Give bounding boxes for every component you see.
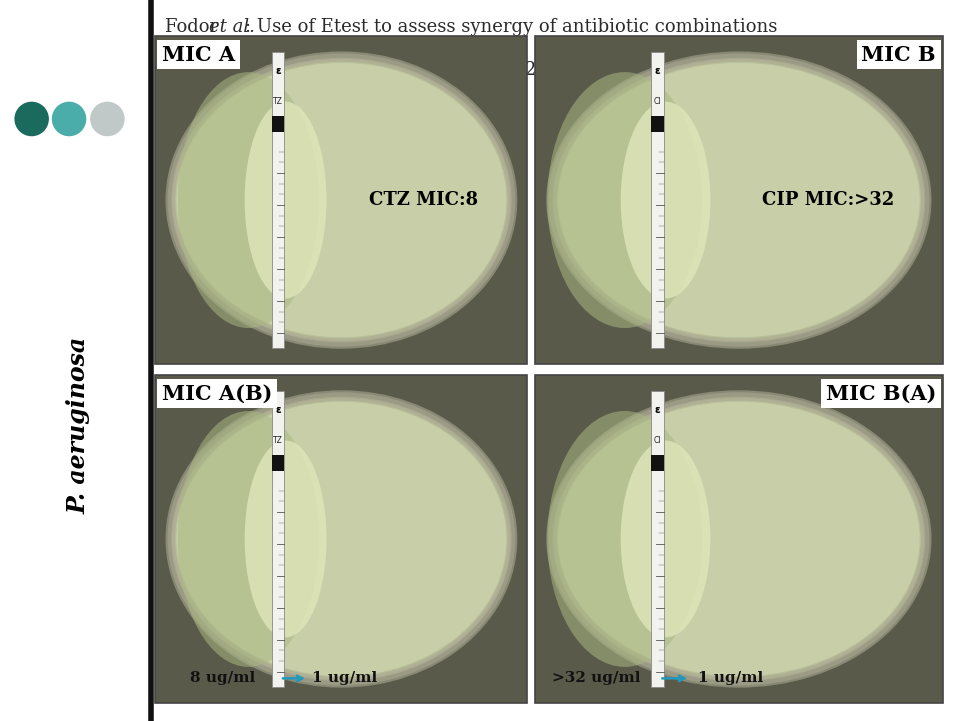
Text: CI: CI (654, 97, 661, 107)
FancyBboxPatch shape (651, 53, 664, 348)
FancyBboxPatch shape (651, 455, 664, 471)
Text: 1 ug/ml: 1 ug/ml (313, 671, 378, 686)
FancyBboxPatch shape (155, 36, 527, 364)
Ellipse shape (172, 397, 511, 681)
FancyBboxPatch shape (272, 392, 284, 686)
Text: : Use of Etest to assess synergy of antibiotic combinations: : Use of Etest to assess synergy of anti… (245, 18, 777, 36)
FancyBboxPatch shape (535, 375, 943, 703)
Text: ε: ε (655, 66, 660, 76)
Ellipse shape (172, 58, 511, 342)
Text: CTZ MIC:8: CTZ MIC:8 (368, 191, 478, 209)
Ellipse shape (548, 72, 702, 328)
Text: MIC B(A): MIC B(A) (826, 384, 936, 404)
Text: TZ: TZ (273, 436, 283, 446)
Text: againts clinical isolates of: againts clinical isolates of (165, 61, 408, 79)
Text: TZ: TZ (273, 97, 283, 107)
Ellipse shape (548, 411, 702, 667)
Text: ε: ε (275, 66, 281, 76)
Text: ε: ε (655, 405, 660, 415)
Ellipse shape (175, 62, 507, 338)
Ellipse shape (557, 401, 921, 677)
Text: MIC A: MIC A (162, 45, 235, 65)
Text: Fodor: Fodor (165, 18, 223, 36)
Ellipse shape (548, 53, 930, 348)
Ellipse shape (167, 53, 516, 348)
Text: ε: ε (275, 405, 281, 415)
FancyBboxPatch shape (272, 455, 284, 471)
FancyBboxPatch shape (651, 116, 664, 132)
Ellipse shape (620, 441, 711, 637)
FancyBboxPatch shape (272, 116, 284, 132)
Ellipse shape (177, 411, 319, 667)
Ellipse shape (245, 441, 326, 637)
Ellipse shape (557, 62, 921, 338)
Ellipse shape (167, 392, 516, 686)
FancyBboxPatch shape (272, 53, 284, 348)
Text: CI: CI (654, 436, 661, 446)
Ellipse shape (553, 397, 924, 681)
Text: MIC A(B): MIC A(B) (162, 384, 272, 404)
Ellipse shape (90, 102, 125, 136)
Ellipse shape (14, 102, 49, 136)
FancyBboxPatch shape (651, 392, 664, 686)
Ellipse shape (620, 102, 711, 298)
Text: MIC B: MIC B (861, 45, 936, 65)
Text: et al.: et al. (209, 18, 255, 36)
Text: 8 ug/ml: 8 ug/ml (190, 671, 255, 686)
Ellipse shape (548, 392, 930, 686)
Ellipse shape (245, 102, 326, 298)
FancyBboxPatch shape (155, 375, 527, 703)
Ellipse shape (553, 58, 924, 342)
Text: CIP MIC:>32: CIP MIC:>32 (762, 191, 895, 209)
Text: P. aeruginosa: P. aeruginosa (359, 61, 480, 79)
Text: .   IJAA 2005: . IJAA 2005 (450, 61, 571, 79)
Ellipse shape (177, 72, 319, 328)
Text: P. aeruginosa: P. aeruginosa (66, 337, 91, 514)
FancyBboxPatch shape (535, 36, 943, 364)
Ellipse shape (52, 102, 86, 136)
Text: 1 ug/ml: 1 ug/ml (698, 671, 763, 686)
Text: >32 ug/ml: >32 ug/ml (552, 671, 641, 686)
Ellipse shape (175, 401, 507, 677)
